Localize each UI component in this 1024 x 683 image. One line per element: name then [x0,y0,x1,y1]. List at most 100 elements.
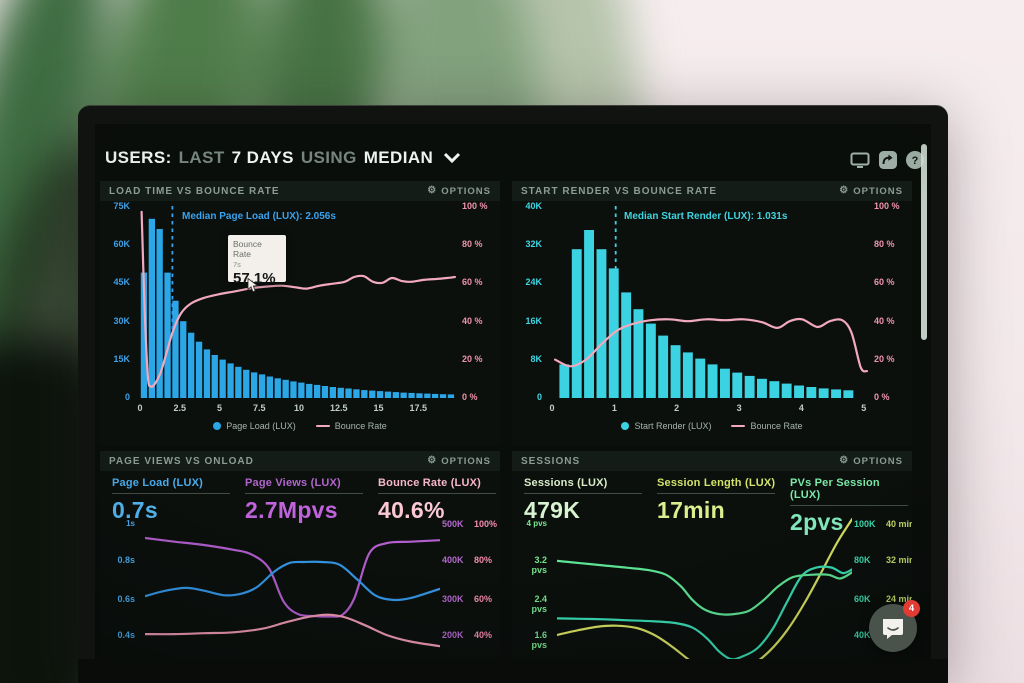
y-axis-label: 8K [530,354,542,364]
title-segment: MEDIAN [363,148,434,167]
y-axis-right-label: 20 % [462,354,483,364]
y-axis-label: 0.4s [117,630,135,640]
legend-dot-icon [213,422,222,430]
y-axis-label: 75K [113,201,130,211]
legend-label: Start Render (LUX) [634,421,712,431]
x-tick: 2.5 [173,403,187,413]
y-axis-label: 24K [525,277,542,287]
dashboard-title-dropdown[interactable]: USERS: LAST 7 DAYS USING MEDIAN [105,146,461,170]
y-axis-right-label: 500K [442,519,464,529]
median-annotation: Median Start Render (LUX): 1.031s [624,211,788,222]
legend-label: Bounce Rate [750,421,803,431]
header-toolbar: ? [850,151,924,169]
metric-underline [524,493,642,494]
x-tick: 15 [373,403,384,413]
x-tick: 7.5 [253,403,266,413]
y-axis-label: 40K [525,201,542,211]
options-button[interactable]: ⚙ OPTIONS [427,186,491,197]
metric-value: 0.7s [112,497,158,523]
start-render-chart [554,206,868,398]
gear-icon: ⚙ [427,185,438,196]
legend-label: Bounce Rate [334,421,387,431]
metric-underline [378,493,496,494]
panel-sessions: SESSIONS ⚙ OPTIONS Sessions (LUX) 479K S… [512,451,912,659]
y-axis-label: 16K [525,316,542,326]
metric-session-length: Session Length (LUX) 17min [657,477,777,524]
page-views-chart [145,536,440,648]
load-time-chart [140,206,456,398]
metric-label: Sessions (LUX) [524,477,608,489]
legend-line-icon [315,425,330,427]
gear-icon: ⚙ [839,185,850,196]
metric-value: 2pvs [790,509,844,535]
y-axis-label: 45K [113,277,130,287]
y-axis-label: 0.8s [117,555,135,565]
y-axis-right-label: 32 min [886,555,912,565]
legend-item: Bounce Rate [731,421,803,431]
panel-title: PAGE VIEWS VS ONLOAD [109,455,254,467]
metric-sessions: Sessions (LUX) 479K [524,477,644,524]
x-tick: 0 [549,403,555,413]
y-axis-right-label: 60 % [462,277,483,287]
tooltip-sub: 7s [233,260,241,269]
x-tick: 4 [798,403,804,413]
gear-icon: ⚙ [839,455,850,466]
y-axis-label: 3.2 pvs [531,555,547,575]
metric-value: 17min [657,497,725,523]
tooltip-title: Bounce Rate [233,239,262,259]
y-axis-right-label: 200K [442,630,464,640]
panel-title: LOAD TIME VS BOUNCE RATE [109,185,280,197]
y-axis-right-label: 20 % [874,354,895,364]
metric-label: Session Length (LUX) [657,477,776,489]
title-segment: LAST [178,148,225,167]
chevron-down-icon[interactable] [444,148,461,168]
share-arrow-icon[interactable] [879,151,897,169]
y-axis-right-label: 300K [442,594,464,604]
y-axis-label: 60K [113,239,130,249]
sessions-chart [557,518,852,659]
metric-label: Page Views (LUX) [245,477,341,489]
y-axis-label: 32K [525,239,542,249]
legend-label: Page Load (LUX) [226,421,296,431]
y-axis-right-label: 60% [474,594,493,604]
y-axis-label: 0.6s [117,594,135,604]
legend-item: Bounce Rate [315,421,387,431]
legend-dot-icon [621,422,630,430]
title-segment: USERS: [105,148,172,167]
options-label: OPTIONS [853,455,903,467]
tooltip: Bounce Rate 7s 57.1% [228,235,286,287]
median-annotation: Median Page Load (LUX): 2.056s [182,211,336,222]
y-axis-right-label: 40% [474,630,493,640]
dashboard-screen: USERS: LAST 7 DAYS USING MEDIAN ? LOA [95,124,931,659]
x-tick: 17.5 [409,403,428,413]
y-axis-label: 1s [126,519,135,528]
options-label: OPTIONS [441,455,491,467]
y-axis-right-label: 60K [854,594,871,604]
metric-label: Page Load (LUX) [112,477,204,489]
legend-item: Start Render (LUX) [621,421,711,431]
options-button[interactable]: ⚙ OPTIONS [427,456,491,467]
x-tick: 5 [216,403,223,413]
metric-value: 479K [524,497,581,523]
chat-bubble-icon [883,619,903,639]
vertical-scrollbar[interactable] [921,144,927,340]
laptop: USERS: LAST 7 DAYS USING MEDIAN ? LOA [78,105,948,683]
y-axis-label: 0 [124,392,130,402]
title-segment: 7 DAYS [231,148,294,167]
options-button[interactable]: ⚙ OPTIONS [839,186,903,197]
x-tick: 12.5 [330,403,348,413]
chat-widget-button[interactable]: 4 [869,600,920,652]
y-axis-right-label: 0 % [874,392,890,402]
y-axis-right-label: 100 % [874,201,900,211]
y-axis-right-label: 0 % [462,392,478,402]
y-axis-right-label: 24 min [886,594,912,604]
x-tick: 1 [611,403,617,413]
metric-bounce-rate: Bounce Rate (LUX) 40.6% [378,477,498,524]
help-icon[interactable]: ? [906,151,924,169]
legend-line-icon [731,425,746,427]
options-button[interactable]: ⚙ OPTIONS [839,456,903,467]
y-axis-right-label: 40 % [462,316,483,326]
display-icon[interactable] [850,152,870,169]
y-axis-label: 2.4 pvs [531,594,547,614]
